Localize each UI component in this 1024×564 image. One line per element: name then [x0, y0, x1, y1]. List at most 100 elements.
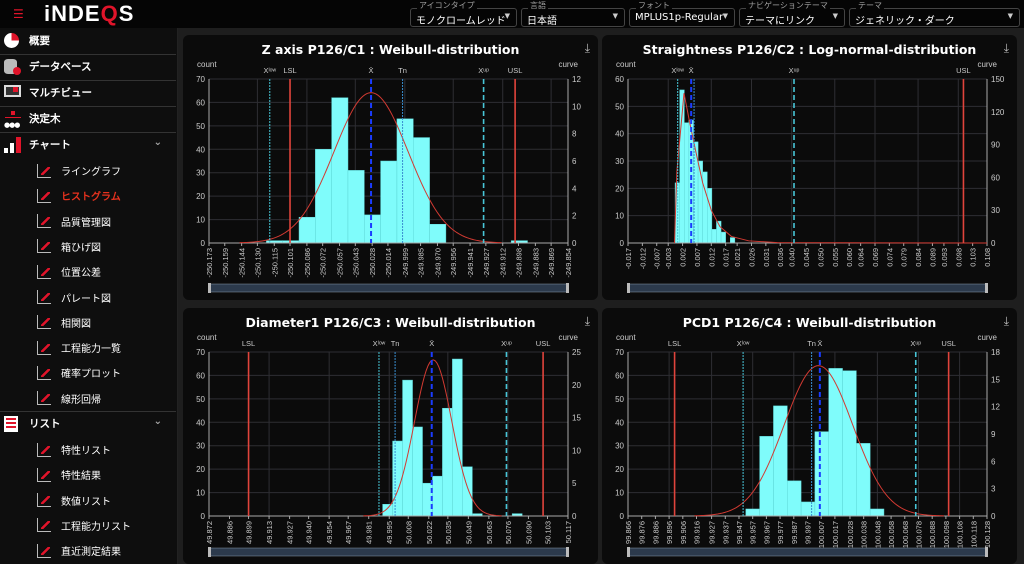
- y-tick-label: 20: [615, 465, 624, 474]
- y2-tick-label: 4: [572, 184, 577, 193]
- sidebar-subitem-recent-results[interactable]: 直近測定結果: [0, 538, 176, 563]
- slider-handle-left[interactable]: [627, 283, 630, 293]
- slider-handle-left[interactable]: [208, 283, 211, 293]
- x-tick-label: 100.028: [846, 521, 855, 548]
- capability-overview-icon: [36, 340, 54, 356]
- x-tick-label: 99.916: [693, 521, 702, 544]
- chevron-down-icon[interactable]: ⌄: [153, 416, 162, 427]
- y2-tick-label: 25: [572, 348, 581, 357]
- y-tick-label: 30: [196, 442, 205, 451]
- histogram-bar: [382, 504, 393, 517]
- y-tick-label: 10: [196, 216, 205, 225]
- sidebar-subitem-capability-overview[interactable]: 工程能力一覧: [0, 335, 176, 360]
- y-tick-label: 40: [196, 418, 205, 427]
- x-tick-label: 99.957: [749, 521, 758, 544]
- x-tick-label: 0.084: [914, 248, 923, 267]
- hamburger-menu-icon[interactable]: ☰: [13, 7, 24, 21]
- sidebar-subitem-boxplot[interactable]: 箱ひげ図: [0, 234, 176, 259]
- x-tick-label: -249.883: [531, 248, 540, 278]
- x-tick-label: 50.008: [404, 521, 413, 544]
- slider-handle-right[interactable]: [566, 547, 569, 557]
- theme-select[interactable]: テーマ ジェネリック・ダーク ▼: [849, 1, 1020, 27]
- sidebar-item-multiview[interactable]: マルチビュー: [0, 80, 176, 105]
- x-tick-label: 50.022: [425, 521, 434, 544]
- sidebar-subitem-value-list[interactable]: 数値リスト: [0, 488, 176, 513]
- x-tick-label: 0.007: [693, 248, 702, 267]
- x-tick-label: 0.055: [831, 248, 840, 267]
- slider-handle-right[interactable]: [985, 547, 988, 557]
- sidebar-subitem-characteristic-result[interactable]: 特性結果: [0, 462, 176, 487]
- histogram-panel-c2: Straightness P126/C2 : Log-normal-distri…: [602, 35, 1017, 300]
- x-tick-label: 100.048: [873, 521, 882, 548]
- histogram-bar: [364, 214, 381, 244]
- histogram-bar: [711, 229, 717, 244]
- histogram-bar: [392, 440, 403, 517]
- y-tick-label: 70: [196, 75, 205, 84]
- zoom-slider[interactable]: [208, 547, 569, 557]
- chevron-down-icon[interactable]: ⌄: [153, 137, 162, 148]
- sidebar-item-bar-chart[interactable]: チャート ⌄: [0, 132, 176, 157]
- sidebar-subitem-control-chart[interactable]: 品質管理図: [0, 209, 176, 234]
- sidebar-item-pie-chart[interactable]: 概要: [0, 28, 176, 53]
- zoom-slider[interactable]: [208, 283, 569, 293]
- download-icon[interactable]: ⤓: [1003, 314, 1009, 328]
- histogram-bar: [452, 358, 463, 517]
- sidebar-subitem-label: 品質管理図: [61, 217, 111, 229]
- x-tick-label: 0.074: [885, 248, 894, 267]
- sidebar-item-label: 概要: [29, 35, 50, 47]
- slider-handle-left[interactable]: [208, 547, 211, 557]
- x-tick-label: 0.045: [802, 248, 811, 267]
- x-tick-label: -250.144: [238, 248, 247, 278]
- histogram-chart: 0 10 20 30 40 50 60 70 0 2 4 6 8 10 12 -250.173 -250.159…: [196, 60, 581, 293]
- reference-line-label: Tn: [391, 339, 400, 348]
- zoom-slider[interactable]: [627, 547, 988, 557]
- download-icon[interactable]: ⤓: [584, 314, 590, 328]
- reference-line-label: LSL: [283, 66, 296, 75]
- select-label: ナビゲーションテーマ: [746, 1, 830, 10]
- x-tick-label: -250.043: [351, 248, 360, 278]
- x-tick-label: -250.159: [221, 248, 230, 278]
- sidebar-subitem-correlation[interactable]: 相関図: [0, 310, 176, 335]
- x-tick-label: 99.876: [638, 521, 647, 544]
- navigation-theme-select[interactable]: ナビゲーションテーマ テーマにリンク ▼: [739, 1, 845, 27]
- sidebar-item-database[interactable]: データベース: [0, 54, 176, 79]
- zoom-slider[interactable]: [627, 283, 988, 293]
- download-icon[interactable]: ⤓: [584, 41, 590, 55]
- font-select[interactable]: フォント MPLUS1p-Regular ▼: [629, 1, 735, 27]
- x-tick-label: 100.068: [901, 521, 910, 548]
- histogram-panel-c1: Z axis P126/C1 : Weibull-distribution ⤓ 0 1…: [183, 35, 598, 300]
- sidebar-subitem-pareto[interactable]: パレート図: [0, 285, 176, 310]
- y2-tick-label: 15: [572, 414, 581, 423]
- x-tick-label: 50.090: [524, 521, 533, 544]
- sidebar-item-decision-tree[interactable]: ●●● 決定木: [0, 106, 176, 131]
- chevron-down-icon: ▼: [722, 12, 728, 20]
- y2-tick-label: 120: [991, 108, 1005, 117]
- language-select[interactable]: 言語 日本語 ▼: [521, 1, 625, 27]
- sidebar-subitem-line-graph[interactable]: ライングラフ: [0, 158, 176, 183]
- y-tick-label: 20: [615, 184, 624, 193]
- y-tick-label: 0: [620, 512, 625, 521]
- recent-results-icon: [36, 543, 54, 559]
- slider-handle-right[interactable]: [985, 283, 988, 293]
- sidebar-subitem-position-tolerance[interactable]: 位置公差: [0, 259, 176, 284]
- sidebar-subitem-label: 特性結果: [61, 471, 101, 483]
- y2-tick-label: 6: [991, 457, 996, 466]
- histogram-bar: [707, 188, 713, 244]
- sidebar-subitem-probability-plot[interactable]: 確率プロット: [0, 360, 176, 385]
- icon-type-select[interactable]: アイコンタイプ モノクロームレッド ▼: [410, 1, 517, 27]
- sidebar-subitem-histogram[interactable]: ヒストグラム: [0, 183, 176, 208]
- chart-title: Diameter1 P126/C3 : Weibull-distribution: [245, 315, 536, 330]
- download-icon[interactable]: ⤓: [1003, 41, 1009, 55]
- chevron-down-icon: ▼: [612, 12, 618, 20]
- sidebar-subitem-capability-list[interactable]: 工程能力リスト: [0, 513, 176, 538]
- sidebar-item-list[interactable]: リスト ⌄: [0, 411, 176, 436]
- x-tick-label: 50.063: [485, 521, 494, 544]
- slider-handle-right[interactable]: [566, 283, 569, 293]
- slider-handle-left[interactable]: [627, 547, 630, 557]
- sidebar-subitem-characteristic-list[interactable]: 特性リスト: [0, 437, 176, 462]
- sidebar-subitem-linear-regression[interactable]: 線形回帰: [0, 386, 176, 411]
- sidebar-subitem-label: 位置公差: [61, 268, 101, 280]
- reference-line-label: Xˡᵒʷ: [737, 339, 750, 348]
- y-tick-label: 30: [615, 157, 624, 166]
- x-tick-label: -250.028: [368, 248, 377, 278]
